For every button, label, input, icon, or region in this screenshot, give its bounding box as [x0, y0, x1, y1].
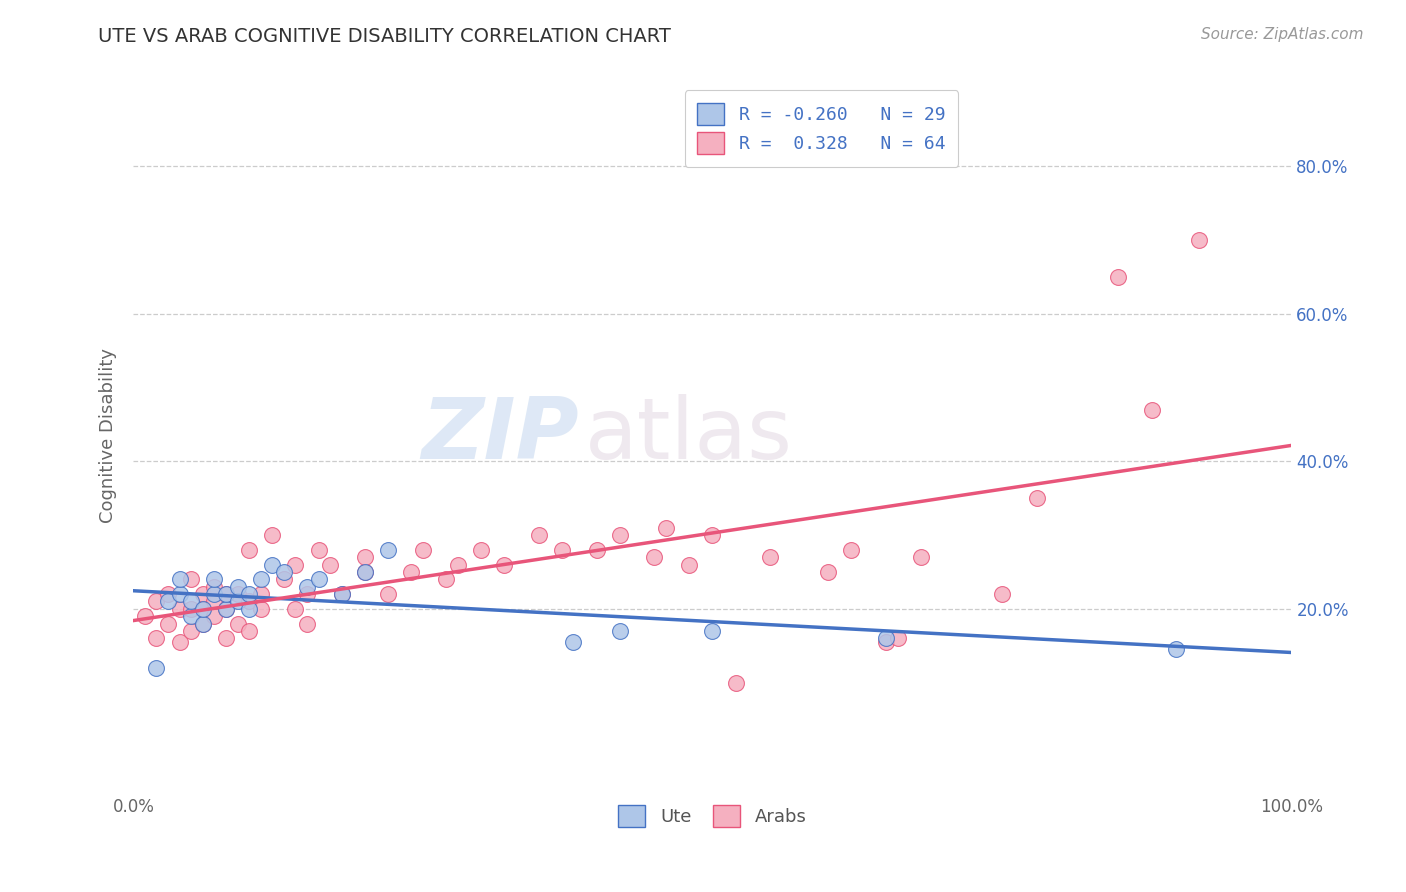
Legend: Ute, Arabs: Ute, Arabs	[612, 798, 814, 834]
Point	[226, 594, 249, 608]
Point	[841, 542, 863, 557]
Point	[215, 587, 238, 601]
Point	[238, 602, 260, 616]
Point	[354, 550, 377, 565]
Point	[319, 558, 342, 572]
Point	[446, 558, 468, 572]
Point	[215, 602, 238, 616]
Point	[226, 587, 249, 601]
Point	[609, 624, 631, 638]
Point	[191, 616, 214, 631]
Point	[202, 587, 225, 601]
Point	[202, 580, 225, 594]
Point	[191, 602, 214, 616]
Point	[702, 528, 724, 542]
Point	[377, 542, 399, 557]
Point	[215, 602, 238, 616]
Y-axis label: Cognitive Disability: Cognitive Disability	[100, 348, 117, 523]
Point	[330, 587, 353, 601]
Point	[262, 528, 284, 542]
Point	[678, 558, 700, 572]
Point	[145, 632, 167, 646]
Text: Source: ZipAtlas.com: Source: ZipAtlas.com	[1201, 27, 1364, 42]
Point	[562, 635, 585, 649]
Point	[262, 558, 284, 572]
Point	[249, 572, 271, 586]
Point	[295, 587, 318, 601]
Point	[330, 587, 353, 601]
Point	[1188, 233, 1211, 247]
Point	[401, 565, 423, 579]
Point	[1025, 491, 1047, 505]
Point	[238, 542, 260, 557]
Point	[215, 587, 238, 601]
Point	[875, 632, 897, 646]
Point	[238, 587, 260, 601]
Point	[609, 528, 631, 542]
Point	[169, 587, 191, 601]
Point	[527, 528, 550, 542]
Point	[910, 550, 932, 565]
Point	[226, 580, 249, 594]
Point	[226, 616, 249, 631]
Point	[412, 542, 434, 557]
Point	[886, 632, 908, 646]
Point	[585, 542, 607, 557]
Point	[702, 624, 724, 638]
Point	[295, 580, 318, 594]
Point	[643, 550, 665, 565]
Point	[134, 609, 156, 624]
Point	[354, 565, 377, 579]
Point	[238, 624, 260, 638]
Point	[180, 609, 202, 624]
Point	[191, 602, 214, 616]
Point	[1164, 642, 1187, 657]
Point	[180, 624, 202, 638]
Point	[434, 572, 457, 586]
Point	[249, 602, 271, 616]
Point	[191, 587, 214, 601]
Point	[169, 635, 191, 649]
Text: ZIP: ZIP	[422, 394, 579, 477]
Point	[284, 558, 307, 572]
Point	[202, 609, 225, 624]
Point	[724, 675, 747, 690]
Point	[377, 587, 399, 601]
Point	[202, 594, 225, 608]
Point	[1107, 269, 1129, 284]
Point	[169, 572, 191, 586]
Point	[875, 635, 897, 649]
Point	[145, 661, 167, 675]
Point	[238, 594, 260, 608]
Point	[470, 542, 492, 557]
Point	[180, 602, 202, 616]
Point	[991, 587, 1014, 601]
Point	[655, 521, 678, 535]
Point	[145, 594, 167, 608]
Point	[169, 602, 191, 616]
Point	[817, 565, 839, 579]
Point	[180, 572, 202, 586]
Point	[308, 572, 330, 586]
Point	[215, 632, 238, 646]
Point	[759, 550, 782, 565]
Point	[157, 616, 180, 631]
Point	[191, 616, 214, 631]
Point	[492, 558, 515, 572]
Text: atlas: atlas	[585, 394, 793, 477]
Point	[284, 602, 307, 616]
Point	[273, 565, 295, 579]
Point	[249, 587, 271, 601]
Text: UTE VS ARAB COGNITIVE DISABILITY CORRELATION CHART: UTE VS ARAB COGNITIVE DISABILITY CORRELA…	[98, 27, 671, 45]
Point	[157, 587, 180, 601]
Point	[273, 572, 295, 586]
Point	[202, 572, 225, 586]
Point	[157, 594, 180, 608]
Point	[295, 616, 318, 631]
Point	[308, 542, 330, 557]
Point	[354, 565, 377, 579]
Point	[180, 594, 202, 608]
Point	[1142, 402, 1164, 417]
Point	[551, 542, 574, 557]
